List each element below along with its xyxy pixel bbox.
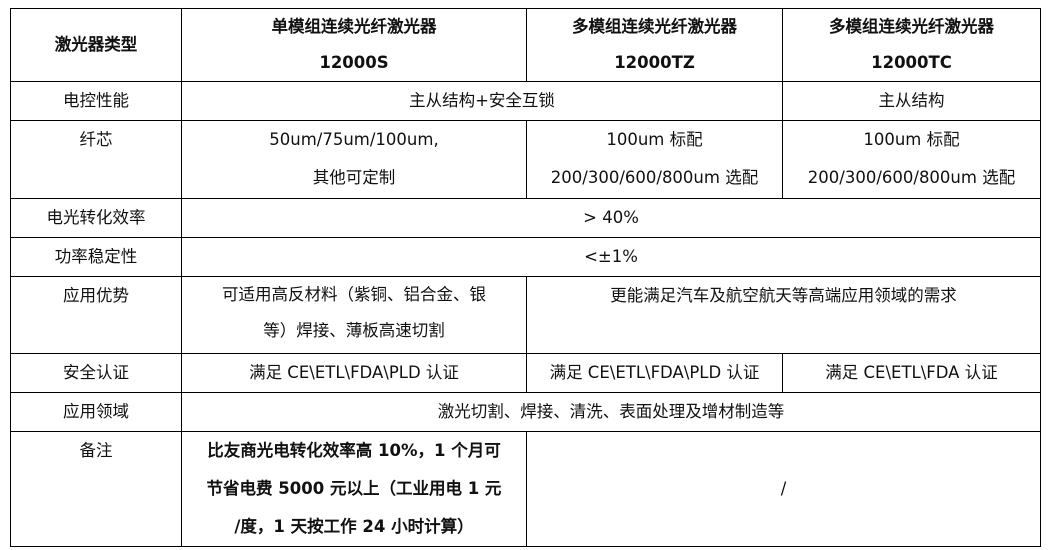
line: 等）焊接、薄板高速切割 (263, 321, 445, 340)
header-row: 激光器类型 单模组连续光纤激光器 12000S 多模组连续光纤激光器 12000TZ… (10, 8, 1041, 82)
row-fiber: 纤芯 50um/75um/100um, 其他可定制 100um 标配 200/300… (10, 120, 1041, 199)
model-name: 单模组连续光纤激光器 (271, 17, 437, 36)
cell: 满足 CE\ETL\FDA\PLD 认证 (526, 353, 783, 393)
row-label: 电光转化效率 (10, 198, 182, 238)
row-label: 应用优势 (10, 276, 182, 354)
cell: 更能满足汽车及航空航天等高端应用领域的需求 (526, 276, 1041, 354)
line: 100um 标配 (863, 130, 960, 149)
laser-spec-table: 激光器类型 单模组连续光纤激光器 12000S 多模组连续光纤激光器 12000TZ… (10, 8, 1041, 547)
cell: 主从结构 (782, 81, 1041, 121)
row-advantage: 应用优势 可适用高反材料（紫铜、铝合金、银 等）焊接、薄板高速切割 更能满足汽车及… (10, 276, 1041, 354)
cell: 可适用高反材料（紫铜、铝合金、银 等）焊接、薄板高速切割 (181, 276, 527, 354)
cell: 100um 标配 200/300/600/800um 选配 (526, 120, 783, 199)
row-label: 应用领域 (10, 392, 182, 432)
cell: 50um/75um/100um, 其他可定制 (181, 120, 527, 199)
row-stability: 功率稳定性 <±1% (10, 237, 1041, 277)
cell: 激光切割、焊接、清洗、表面处理及增材制造等 (181, 392, 1041, 432)
row-label: 电控性能 (10, 81, 182, 121)
row-efficiency: 电光转化效率 > 40% (10, 198, 1041, 238)
cell: 满足 CE\ETL\FDA\PLD 认证 (181, 353, 527, 393)
line: 比友商光电转化效率高 10%，1 个月可 (207, 441, 501, 460)
line: /度，1 天按工作 24 小时计算） (234, 517, 474, 536)
cell: 100um 标配 200/300/600/800um 选配 (782, 120, 1041, 199)
header-12000tz: 多模组连续光纤激光器 12000TZ (526, 8, 783, 82)
header-12000tc: 多模组连续光纤激光器 12000TC (782, 8, 1041, 82)
row-label: 功率稳定性 (10, 237, 182, 277)
model-name: 多模组连续光纤激光器 (829, 17, 994, 36)
row-label: 安全认证 (10, 353, 182, 393)
model-name: 多模组连续光纤激光器 (572, 17, 737, 36)
line: 200/300/600/800um 选配 (550, 168, 759, 187)
row-note: 备注 比友商光电转化效率高 10%，1 个月可 节省电费 5000 元以上（工业用… (10, 431, 1041, 547)
line: 200/300/600/800um 选配 (807, 168, 1016, 187)
cell: <±1% (181, 237, 1041, 277)
cell: > 40% (181, 198, 1041, 238)
header-12000s: 单模组连续光纤激光器 12000S (181, 8, 527, 82)
row-label: 纤芯 (10, 120, 182, 199)
cell: 主从结构+安全互锁 (181, 81, 783, 121)
cell: 满足 CE\ETL\FDA 认证 (782, 353, 1041, 393)
line: 100um 标配 (606, 130, 703, 149)
row-field: 应用领域 激光切割、焊接、清洗、表面处理及增材制造等 (10, 392, 1041, 432)
model-code: 12000TZ (614, 53, 695, 72)
model-code: 12000S (319, 53, 389, 72)
cell: 比友商光电转化效率高 10%，1 个月可 节省电费 5000 元以上（工业用电 1… (181, 431, 527, 547)
row-safety: 安全认证 满足 CE\ETL\FDA\PLD 认证 满足 CE\ETL\FDA\… (10, 353, 1041, 393)
line: 其他可定制 (312, 168, 396, 187)
row-control: 电控性能 主从结构+安全互锁 主从结构 (10, 81, 1041, 121)
header-label: 激光器类型 (10, 8, 182, 82)
row-label: 备注 (10, 431, 182, 547)
line: 50um/75um/100um, (269, 130, 439, 149)
line: 可适用高反材料（紫铜、铝合金、银 (222, 285, 486, 304)
line: 节省电费 5000 元以上（工业用电 1 元 (206, 479, 502, 498)
model-code: 12000TC (871, 53, 952, 72)
cell: / (526, 431, 1041, 547)
